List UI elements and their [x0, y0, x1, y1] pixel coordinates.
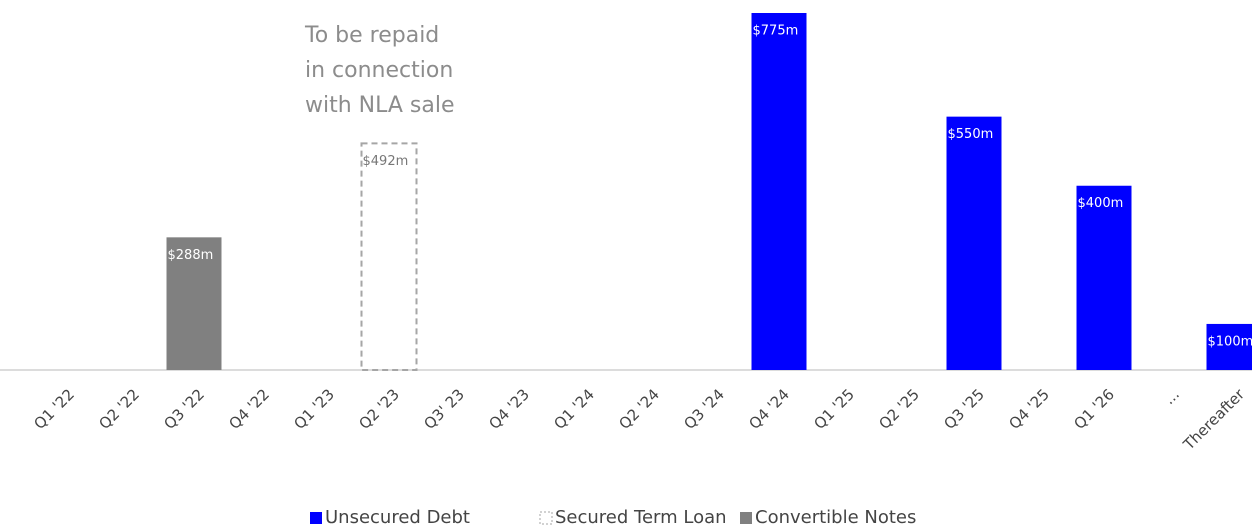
- x-tick-label: Q3' 23: [420, 385, 468, 433]
- x-tick-label: Q4 '22: [225, 385, 273, 433]
- value-label: $400m: [1078, 196, 1124, 211]
- annotation: To be repaid: [304, 23, 439, 48]
- bar: [1206, 323, 1252, 370]
- x-tick-label: Q1 '22: [30, 385, 78, 433]
- x-tick-label: Q1 '24: [550, 385, 598, 433]
- value-label: $492m: [363, 154, 409, 169]
- legend-swatch: [310, 512, 322, 524]
- x-tick-label: Q4 '23: [485, 385, 533, 433]
- bar: [166, 237, 222, 370]
- x-tick-label: Q4 '24: [745, 385, 793, 433]
- value-label: $775m: [753, 24, 799, 39]
- x-tick-label: Q1 '26: [1070, 385, 1118, 433]
- x-tick-label: Q2 '24: [615, 385, 663, 433]
- legend-swatch: [740, 512, 752, 524]
- x-tick-label: Q1 '25: [810, 385, 858, 433]
- x-tick-label: Q3 '24: [680, 385, 728, 433]
- legend-label: Secured Term Loan: [555, 507, 727, 528]
- x-tick-label: Q2 '23: [355, 385, 403, 433]
- bar: [751, 13, 807, 370]
- value-label: $288m: [168, 248, 214, 263]
- bar: [946, 116, 1002, 370]
- legend-label: Convertible Notes: [755, 507, 916, 528]
- value-label: $100m: [1208, 334, 1252, 349]
- annotation: in connection: [305, 58, 453, 83]
- legend-label: Unsecured Debt: [325, 507, 470, 528]
- x-tick-label: Thereafter: [1179, 385, 1248, 454]
- x-tick-label: Q1 '23: [290, 385, 338, 433]
- legend-swatch: [539, 511, 553, 525]
- x-tick-label: Q2 '22: [95, 385, 143, 433]
- x-tick-label: Q3 '22: [160, 385, 208, 433]
- annotation: with NLA sale: [305, 93, 455, 118]
- x-tick-label: Q4 '25: [1005, 385, 1053, 433]
- value-label: $550m: [948, 127, 994, 142]
- x-tick-label: ...: [1160, 385, 1183, 408]
- x-tick-label: Q3 '25: [940, 385, 988, 433]
- bar: [360, 142, 418, 371]
- bar: [1076, 185, 1132, 370]
- x-tick-label: Q2 '25: [875, 385, 923, 433]
